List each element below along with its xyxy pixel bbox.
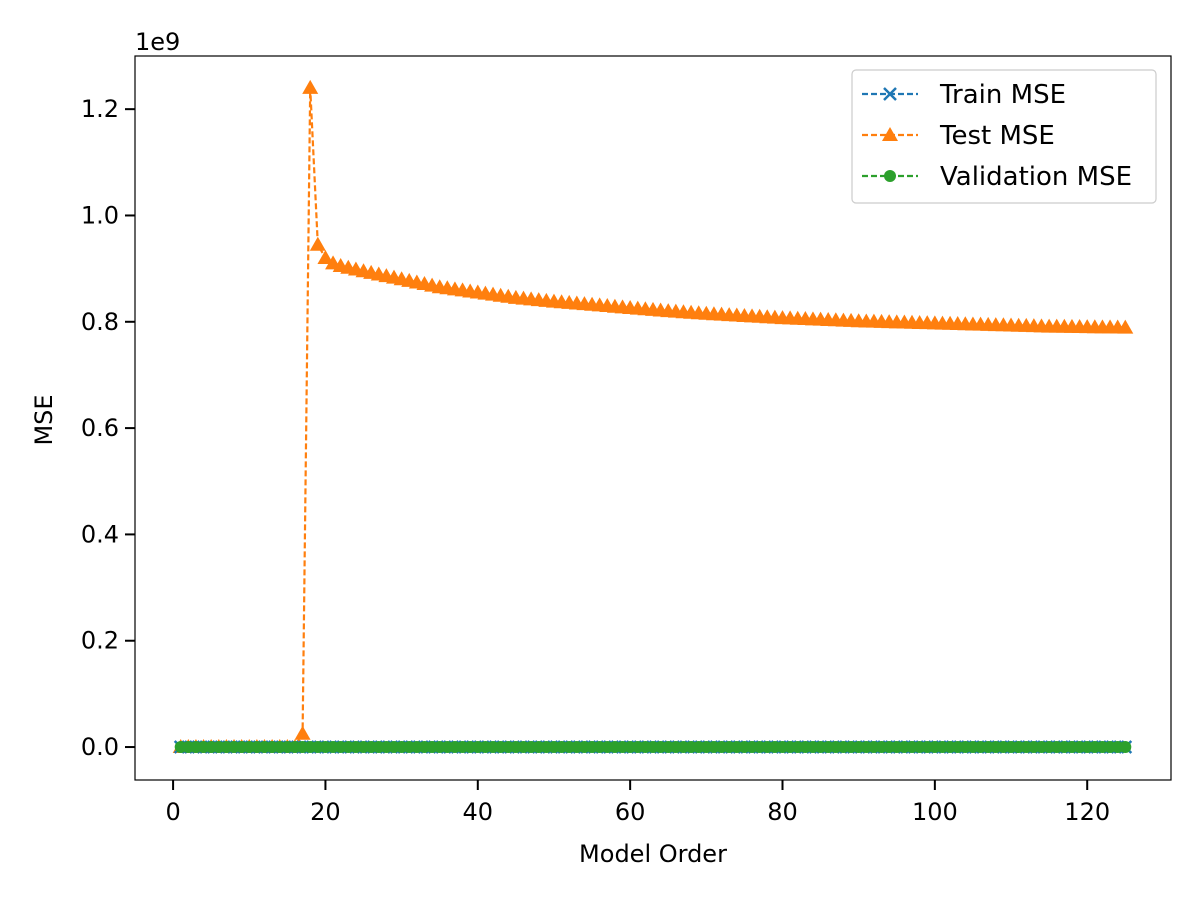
series-validation-mse [174, 741, 1132, 754]
legend: Train MSE Test MSE Validation MSE [851, 69, 1157, 204]
x-tick-label: 80 [767, 798, 798, 826]
y-axis-label: MSE [30, 394, 58, 445]
data-point [317, 249, 334, 264]
data-point [309, 236, 326, 251]
x-tick-label: 120 [1064, 798, 1110, 826]
data-point [294, 725, 311, 740]
y-tick-label: 1.0 [81, 201, 119, 229]
x-tick-label: 0 [165, 798, 180, 826]
y-tick-label: 0.4 [81, 520, 119, 548]
x-tick-label: 100 [912, 798, 958, 826]
x-tick-label: 20 [310, 798, 341, 826]
legend-label: Train MSE [939, 80, 1066, 110]
data-point [302, 79, 319, 94]
plot-frame [134, 55, 1172, 781]
legend-item: Train MSE [862, 80, 1066, 110]
legend-label: Test MSE [939, 121, 1055, 151]
legend-frame [851, 69, 1157, 204]
x-axis-label: Model Order [579, 840, 727, 868]
legend-marker [882, 127, 898, 141]
x-tick-label: 60 [615, 798, 646, 826]
legend-item: Validation MSE [862, 162, 1132, 192]
legend-label: Validation MSE [940, 162, 1132, 192]
y-tick-label: 1.2 [81, 95, 119, 123]
x-tick-label: 40 [463, 798, 494, 826]
y-tick-label: 0.6 [81, 414, 119, 442]
data-point [1119, 741, 1132, 754]
y-tick-label: 0.2 [81, 627, 119, 655]
x-axis-ticks: 0 20 40 60 80 100 120 [165, 780, 1110, 826]
y-axis-ticks: 0.0 0.2 0.4 0.6 0.8 1.0 1.2 [81, 95, 135, 761]
legend-marker [883, 87, 897, 101]
y-tick-label: 0.8 [81, 308, 119, 336]
series-layer [172, 79, 1134, 754]
legend-marker [884, 170, 896, 182]
y-tick-label: 0.0 [81, 733, 119, 761]
data-point [1117, 319, 1134, 334]
y-offset-text: 1e9 [135, 28, 180, 56]
legend-item: Test MSE [862, 121, 1055, 151]
